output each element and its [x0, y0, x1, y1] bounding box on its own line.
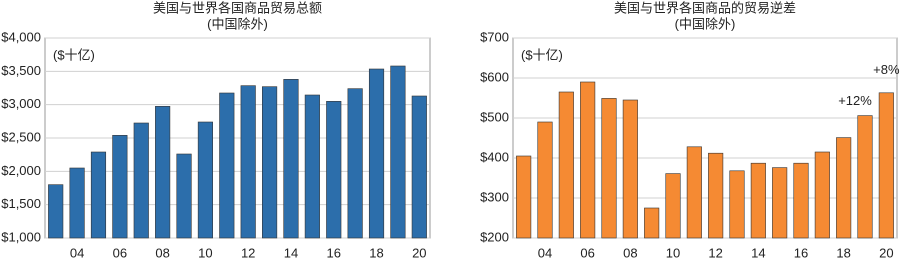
bar — [537, 121, 553, 239]
bar — [326, 101, 342, 239]
bar — [580, 81, 596, 239]
bar — [665, 173, 681, 239]
unit-label: ($十亿) — [521, 47, 563, 62]
bar — [644, 207, 660, 239]
bar — [708, 152, 724, 239]
x-tick-label: 08 — [155, 245, 169, 260]
bar — [558, 91, 574, 239]
x-tick-label: 10 — [666, 245, 680, 260]
bar — [240, 85, 256, 239]
bar — [686, 146, 702, 239]
bar — [601, 98, 617, 239]
chart-title: 美国与世界各国商品贸易总额 — [153, 0, 322, 15]
y-tick-label: $2,000 — [1, 163, 41, 178]
bar — [793, 162, 809, 239]
bar — [112, 135, 128, 239]
bar — [411, 95, 427, 239]
y-tick-label: $4,000 — [1, 29, 41, 44]
x-tick-label: 16 — [794, 245, 808, 260]
bar — [622, 99, 638, 239]
x-tick-label: 04 — [538, 245, 552, 260]
bar — [133, 122, 149, 239]
chart-title: 美国与世界各国商品的贸易逆差 — [614, 0, 796, 15]
bar — [878, 92, 894, 239]
bar — [197, 121, 213, 239]
bar — [283, 79, 299, 239]
bar — [368, 68, 385, 239]
chart-subtitle: (中国除外) — [207, 16, 268, 31]
x-tick-label: 08 — [623, 245, 637, 260]
y-tick-label: $700 — [480, 29, 509, 44]
bar — [155, 106, 171, 239]
bar — [857, 115, 873, 239]
annotation: +8% — [873, 62, 900, 77]
bar — [90, 151, 107, 239]
bar — [48, 184, 64, 239]
bar — [729, 170, 745, 239]
bar — [219, 92, 235, 239]
bar — [750, 162, 766, 239]
x-tick-label: 10 — [198, 245, 212, 260]
bar — [836, 137, 852, 239]
x-tick-label: 18 — [836, 245, 850, 260]
x-tick-label: 16 — [327, 245, 341, 260]
y-tick-label: $300 — [480, 189, 509, 204]
bar — [262, 86, 278, 239]
annotation: +12% — [838, 93, 872, 108]
y-tick-label: $500 — [480, 109, 509, 124]
y-tick-label: $3,000 — [1, 96, 41, 111]
bar — [814, 151, 830, 239]
x-tick-label: 06 — [113, 245, 127, 260]
bar — [347, 88, 363, 239]
x-tick-label: 20 — [879, 245, 893, 260]
y-tick-label: $600 — [480, 69, 509, 84]
y-tick-label: $1,000 — [1, 229, 41, 244]
bar — [390, 65, 406, 239]
x-tick-label: 12 — [241, 245, 255, 260]
x-tick-label: 12 — [708, 245, 722, 260]
y-tick-label: $2,500 — [1, 129, 41, 144]
x-tick-label: 14 — [284, 245, 298, 260]
bar — [516, 155, 532, 239]
x-tick-label: 06 — [580, 245, 594, 260]
y-tick-label: $1,500 — [1, 196, 41, 211]
chart-subtitle: (中国除外) — [675, 16, 736, 31]
y-tick-label: $400 — [480, 149, 509, 164]
y-tick-label: $200 — [480, 229, 509, 244]
bar — [772, 167, 788, 239]
x-tick-label: 18 — [369, 245, 383, 260]
x-tick-label: 14 — [751, 245, 765, 260]
unit-label: ($十亿) — [53, 47, 95, 62]
bar — [69, 167, 85, 239]
bar — [304, 94, 320, 239]
bar — [176, 153, 192, 239]
x-tick-label: 20 — [412, 245, 426, 260]
y-tick-label: $3,500 — [1, 63, 41, 78]
x-tick-label: 04 — [70, 245, 84, 260]
